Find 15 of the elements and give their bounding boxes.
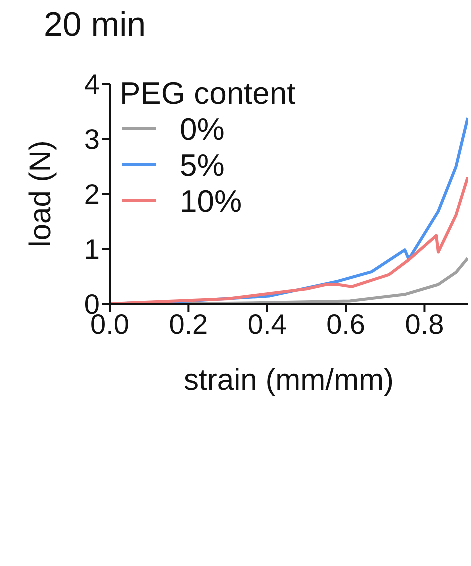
y-axis-title: load (N) [24, 140, 58, 248]
x-tick-label: 0.2 [169, 308, 208, 340]
y-tick-label: 2 [84, 178, 100, 210]
y-tick-label: 3 [84, 124, 100, 155]
x-tick-label: 0.4 [248, 308, 287, 340]
x-tick-label: 0.6 [326, 308, 366, 340]
legend-label: 5% [180, 148, 225, 182]
chart-title: 20 min [44, 6, 146, 45]
y-tick-label: 4 [84, 68, 100, 100]
legend-label: 10% [180, 184, 242, 218]
x-axis-title: strain (mm/mm) [184, 364, 394, 397]
legend-label: 0% [180, 112, 225, 146]
x-tick-label: 0.8 [405, 308, 444, 340]
y-tick-label: 1 [84, 234, 100, 265]
legend-title: PEG content [120, 76, 296, 111]
